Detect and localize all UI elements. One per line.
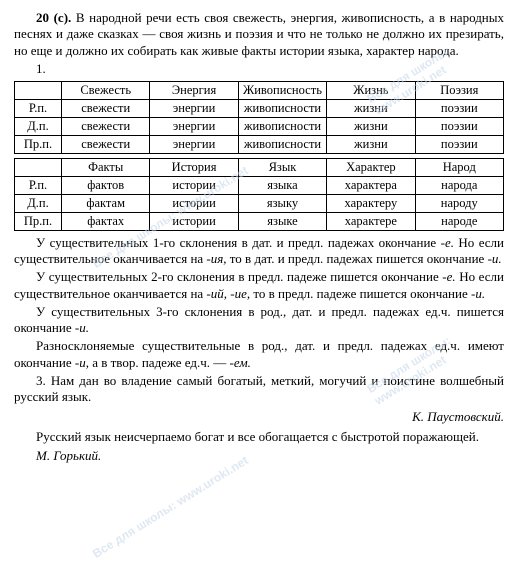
ending: -ий, -ие, xyxy=(206,286,253,301)
cell: Д.п. xyxy=(15,194,62,212)
cell: языку xyxy=(238,194,326,212)
cell: энергии xyxy=(150,117,238,135)
cell: фактов xyxy=(62,176,150,194)
cell: Жизнь xyxy=(327,81,415,99)
ending: -е. xyxy=(442,269,459,284)
cell: жизни xyxy=(327,99,415,117)
cell: Пр.п. xyxy=(15,212,62,230)
cell: характеру xyxy=(327,194,415,212)
cell: свежести xyxy=(62,135,150,153)
cell: поэзии xyxy=(415,117,503,135)
cell: фактах xyxy=(62,212,150,230)
ending: -ия, xyxy=(206,251,229,266)
table-row: Факты История Язык Характер Народ xyxy=(15,158,504,176)
exercise-intro: 20 (с). В народной речи есть своя свежес… xyxy=(14,10,504,59)
cell: языка xyxy=(238,176,326,194)
table-row: Пр.п. фактах истории языке характере нар… xyxy=(15,212,504,230)
ending: -и. xyxy=(471,286,485,301)
num-1: 1. xyxy=(14,61,504,77)
cell: жизни xyxy=(327,135,415,153)
cell: свежести xyxy=(62,99,150,117)
watermark: Все для школы: www.uroki.net xyxy=(90,453,251,561)
cell: жизни xyxy=(327,117,415,135)
cell: истории xyxy=(150,212,238,230)
cell xyxy=(15,81,62,99)
text: У существительных 2-го склонения в предл… xyxy=(36,269,442,284)
cell: Поэзия xyxy=(415,81,503,99)
ending: -е. xyxy=(441,235,459,250)
author-2: М. Горький. xyxy=(14,448,504,464)
cell: характера xyxy=(327,176,415,194)
page: Все для школы: www.uroki.net Все для шко… xyxy=(0,0,518,476)
cell: Р.п. xyxy=(15,176,62,194)
table-row: Р.п. фактов истории языка характера наро… xyxy=(15,176,504,194)
table-row: Р.п. свежести энергии живописности жизни… xyxy=(15,99,504,117)
cell: языке xyxy=(238,212,326,230)
cell: живописности xyxy=(238,99,326,117)
cell: фактам xyxy=(62,194,150,212)
cell: энергии xyxy=(150,99,238,117)
cell: народу xyxy=(415,194,503,212)
quote-2: Русский язык неисчерпаемо богат и все об… xyxy=(14,429,504,445)
text: то в дат. и предл. падежах пишется оконч… xyxy=(230,251,488,266)
cell: живописности xyxy=(238,117,326,135)
cell: Язык xyxy=(238,158,326,176)
ending: -и. xyxy=(75,320,89,335)
rule-4: Разносклоняемые существительные в род., … xyxy=(14,338,504,371)
cell: Факты xyxy=(62,158,150,176)
text: а в твор. падеже ед.ч. — xyxy=(92,355,229,370)
cell: Пр.п. xyxy=(15,135,62,153)
table-row: Пр.п. свежести энергии живописности жизн… xyxy=(15,135,504,153)
cell xyxy=(15,158,62,176)
text: то в предл. падеже пишется окончание xyxy=(253,286,471,301)
cell: История xyxy=(150,158,238,176)
exercise-number: 20 (с). xyxy=(36,10,71,25)
cell: Д.п. xyxy=(15,117,62,135)
ending: -и, xyxy=(75,355,92,370)
table-2: Факты История Язык Характер Народ Р.п. ф… xyxy=(14,158,504,231)
cell: Энергия xyxy=(150,81,238,99)
cell: энергии xyxy=(150,135,238,153)
rule-3: У существительных 3-го склонения в род.,… xyxy=(14,304,504,337)
cell: живописности xyxy=(238,135,326,153)
table-1: Свежесть Энергия Живописность Жизнь Поэз… xyxy=(14,81,504,154)
table-row: Д.п. свежести энергии живописности жизни… xyxy=(15,117,504,135)
cell: Р.п. xyxy=(15,99,62,117)
text: У существительных 1-го склонения в дат. … xyxy=(36,235,441,250)
cell: Живописность xyxy=(238,81,326,99)
cell: Характер xyxy=(327,158,415,176)
cell: народе xyxy=(415,212,503,230)
author-1: К. Паустовский. xyxy=(14,409,504,425)
cell: Народ xyxy=(415,158,503,176)
cell: характере xyxy=(327,212,415,230)
table-row: Д.п. фактам истории языку характеру наро… xyxy=(15,194,504,212)
cell: истории xyxy=(150,194,238,212)
ending: -ем. xyxy=(230,355,251,370)
cell: истории xyxy=(150,176,238,194)
cell: народа xyxy=(415,176,503,194)
ending: -и. xyxy=(488,251,502,266)
cell: поэзии xyxy=(415,99,503,117)
rule-2: У существительных 2-го склонения в предл… xyxy=(14,269,504,302)
rule-5: 3. Нам дан во владение самый богатый, ме… xyxy=(14,373,504,406)
cell: Свежесть xyxy=(62,81,150,99)
rule-1: У существительных 1-го склонения в дат. … xyxy=(14,235,504,268)
table-row: Свежесть Энергия Живописность Жизнь Поэз… xyxy=(15,81,504,99)
cell: поэзии xyxy=(415,135,503,153)
cell: свежести xyxy=(62,117,150,135)
intro-text: В народной речи есть своя свежесть, энер… xyxy=(14,10,504,58)
